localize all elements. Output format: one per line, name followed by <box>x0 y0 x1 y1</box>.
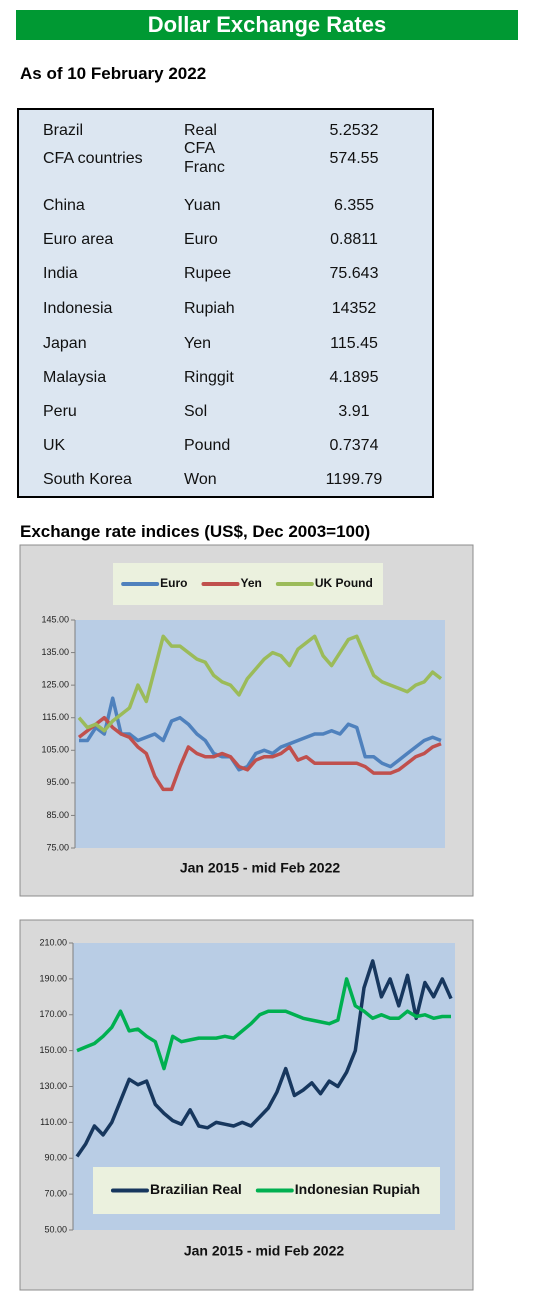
legend-label: Brazilian Real <box>150 1181 242 1197</box>
rates-table: Brazil Real 5.2532 CFA countries CFA Franc 57… <box>17 108 434 498</box>
legend-label: UK Pound <box>315 576 373 590</box>
rate: 6.355 <box>333 197 375 214</box>
y-tick-label: 75.00 <box>46 842 69 852</box>
y-tick-label: 135.00 <box>41 647 69 657</box>
currency: CFA Franc <box>184 140 225 176</box>
series-line <box>77 634 443 733</box>
y-tick-label: 190.00 <box>39 973 67 983</box>
y-tick-label: 115.00 <box>42 712 69 722</box>
y-tick-label: 90.00 <box>44 1153 67 1163</box>
country: CFA countries <box>43 150 143 167</box>
y-tick-label: 70.00 <box>44 1189 67 1199</box>
y-tick-label: 125.00 <box>41 680 69 690</box>
currency: Yuan <box>184 197 221 214</box>
series-line <box>75 959 453 1158</box>
legend: Euro Yen UK Pound <box>121 576 373 590</box>
country: China <box>43 197 85 214</box>
rate: 4.1895 <box>329 369 379 386</box>
currency: Euro <box>184 231 218 248</box>
currency: Won <box>184 471 217 488</box>
rate: 0.7374 <box>329 437 379 454</box>
legend-label: Euro <box>160 576 187 590</box>
plot-area <box>75 620 445 848</box>
x-axis-label: Jan 2015 - mid Feb 2022 <box>180 860 341 876</box>
rate: 1199.79 <box>325 471 383 488</box>
rate: 5.2532 <box>329 122 379 139</box>
country: Malaysia <box>43 369 107 386</box>
legend-label: Yen <box>240 576 261 590</box>
country: South Korea <box>43 471 132 488</box>
y-tick-label: 130.00 <box>39 1081 67 1091</box>
legend-label: Indonesian Rupiah <box>295 1181 420 1197</box>
rate: 574.55 <box>329 150 379 167</box>
country: Peru <box>43 403 77 420</box>
y-tick-label: 95.00 <box>46 777 69 787</box>
y-tick-label: 150.00 <box>39 1045 67 1055</box>
date: As of 10 February 2022 <box>20 64 207 83</box>
country: India <box>43 265 78 282</box>
y-tick-label: 210.00 <box>39 937 67 947</box>
currency: Rupee <box>184 265 232 282</box>
rate: 14352 <box>331 300 377 317</box>
y-tick-label: 110.00 <box>40 1117 67 1127</box>
currency: Pound <box>184 437 231 454</box>
charts-heading: Exchange rate indices (US$, Dec 2003=100… <box>20 522 371 541</box>
x-axis-label: Jan 2015 - mid Feb 2022 <box>184 1243 345 1259</box>
currency: Rupiah <box>184 300 235 317</box>
country: UK <box>43 437 66 454</box>
page-title: Dollar Exchange Rates <box>16 10 518 40</box>
currency: Yen <box>184 335 211 352</box>
series-line <box>76 977 451 1071</box>
currency: Ringgit <box>184 369 234 386</box>
y-tick-label: 145.00 <box>41 614 69 624</box>
rate: 3.91 <box>338 403 370 420</box>
y-tick-label: 50.00 <box>44 1224 67 1234</box>
series-line <box>77 715 442 792</box>
rate: 75.643 <box>329 265 379 282</box>
currency: Real <box>184 122 217 139</box>
country: Brazil <box>43 122 84 139</box>
rate: 115.45 <box>330 335 378 352</box>
legend: Brazilian Real Indonesian Rupiah <box>110 1181 420 1197</box>
y-tick-label: 105.00 <box>41 745 69 755</box>
y-tick-label: 170.00 <box>39 1009 67 1019</box>
series-line <box>79 696 442 772</box>
country: Indonesia <box>43 300 113 317</box>
currency: Sol <box>184 403 208 420</box>
y-tick-label: 85.00 <box>46 810 69 820</box>
country: Japan <box>43 335 87 352</box>
rate: 0.8811 <box>330 231 378 248</box>
country: Euro area <box>43 231 114 248</box>
